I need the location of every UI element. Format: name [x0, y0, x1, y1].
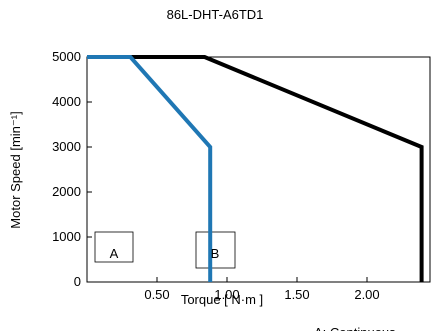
- y-tick-label: 2000: [52, 184, 81, 199]
- x-tick-label: 0.50: [144, 287, 169, 302]
- chart-title: 86L-DHT-A6TD1: [167, 7, 264, 22]
- x-tick-label: 2.00: [354, 287, 379, 302]
- x-tick-label: 1.00: [214, 287, 239, 302]
- x-axis-label: Torque [ N·m ]: [181, 292, 263, 307]
- x-tick-label: 1.50: [284, 287, 309, 302]
- y-tick-label: 5000: [52, 49, 81, 64]
- annotation: A: Continuous: [314, 325, 396, 331]
- annotation: A: [110, 246, 119, 261]
- y-tick-label: 4000: [52, 94, 81, 109]
- annotation: B: [211, 246, 220, 261]
- annotation-box: [195, 231, 236, 269]
- series-line: [87, 55, 213, 282]
- y-tick-label: 3000: [52, 139, 81, 154]
- series-line: [87, 55, 424, 282]
- y-axis-label: Motor Speed [min⁻¹]: [8, 111, 23, 228]
- plot-area: [86, 56, 431, 283]
- y-tick-label: 1000: [52, 229, 81, 244]
- annotation-box: [94, 231, 134, 263]
- y-tick-label: 0: [74, 274, 81, 289]
